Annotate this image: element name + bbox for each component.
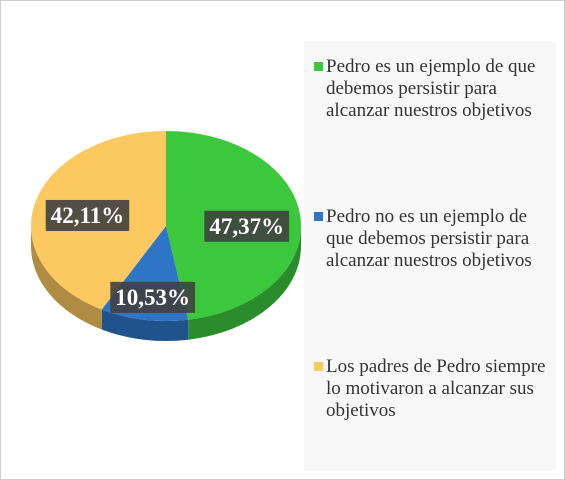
legend: Pedro es un ejemplo de que debemos persi… — [304, 41, 556, 471]
data-label: 42,11% — [45, 199, 130, 231]
legend-swatch — [314, 212, 323, 221]
data-label-box — [45, 199, 130, 231]
legend-swatch — [314, 62, 323, 71]
pie-slice-side — [31, 226, 102, 330]
data-label: 10,53% — [110, 281, 196, 313]
data-label: 47,37% — [204, 210, 290, 242]
data-label-text: 10,53% — [115, 285, 190, 310]
data-label-box — [204, 210, 290, 242]
legend-label: Pedro no es un ejemplo de que debemos pe… — [326, 206, 532, 271]
legend-swatch — [314, 362, 323, 371]
legend-label: Pedro es un ejemplo de que debemos persi… — [326, 56, 536, 121]
pie-slice-side — [188, 226, 301, 340]
data-label-text: 42,11% — [51, 203, 124, 228]
data-label-text: 47,37% — [209, 214, 284, 239]
legend-entry: Los padres de Pedro siempre lo motivaron… — [314, 356, 554, 422]
legend-entry: Pedro es un ejemplo de que debemos persi… — [314, 56, 554, 122]
legend-entry: Pedro no es un ejemplo de que debemos pe… — [314, 206, 554, 272]
pie-slice-side — [101, 309, 189, 341]
data-label-box — [110, 281, 196, 313]
pie-area: 47,37% 10,53% 42,11% — [30, 131, 302, 341]
legend-label: Los padres de Pedro siempre lo motivaron… — [326, 356, 546, 421]
